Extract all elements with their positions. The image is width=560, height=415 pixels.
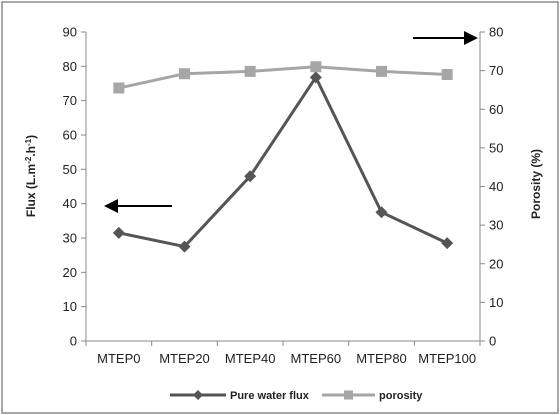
data-point-square [244,65,256,77]
y-left-tick-label: 70 [63,93,77,108]
series-line-1 [118,65,448,90]
y-right-axis-title: Porosity (%) [529,149,543,219]
y-left-title-part-5: ) [24,135,38,139]
y-left-tick-label: 30 [63,231,77,246]
y-left-tick-label: 40 [63,196,77,211]
data-point-square [310,61,322,73]
y-left-tick-label: 80 [63,59,77,74]
legend: Pure water flux porosity [170,390,423,402]
x-tick-label: MTEP100 [418,351,476,366]
y-left-tick-label: 0 [70,334,77,349]
data-point-diamond [244,170,257,183]
left-axis-arrow [104,199,172,213]
y-left-tick-label: 90 [63,25,77,40]
y-left-tick-label: 60 [63,128,77,143]
data-point-diamond [112,226,125,239]
legend-label: Pure water flux [230,390,310,402]
x-tick-label: MTEP0 [97,351,140,366]
axes-layer: 0 10 20 30 40 50 60 70 80 90 0 10 20 30 40 50 60 70 80 MTEP… [63,25,504,367]
data-point-diamond [441,237,454,250]
y-left-title-part-1: Flux (L.m [24,164,38,217]
y-left-title-part-4: -1 [24,138,33,146]
y-left-tick-label: 10 [63,299,77,314]
y-right-tick-label: 70 [489,63,503,78]
y-right-tick-label: 30 [489,218,503,233]
data-point-square [179,68,190,80]
y-right-tick-label: 80 [489,25,503,40]
y-right-tick-label: 20 [489,256,503,271]
x-tick-label: MTEP20 [159,351,210,366]
legend-marker-square [344,390,353,400]
right-axis-arrow [413,31,478,45]
legend-marker-diamond [193,390,203,400]
y-right-tick-label: 10 [489,295,503,310]
y-right-tick-label: 50 [489,140,503,155]
y-left-title-part-3: .h [24,146,38,157]
data-point-square [376,65,387,77]
data-point-diamond [375,206,388,219]
x-tick-label: MTEP40 [225,351,276,366]
data-point-square [441,68,453,80]
series-layer [112,61,454,253]
y-left-title-part-2: -2 [24,156,33,164]
y-left-tick-label: 50 [63,162,77,177]
series-line-0 [118,75,448,249]
data-point-diamond [178,240,191,253]
y-left-axis-title: Flux (L.m-2.h-1) [24,135,39,217]
y-right-tick-label: 40 [489,179,503,194]
legend-label: porosity [379,390,423,402]
y-left-tick-label: 20 [63,265,77,280]
data-point-diamond [309,71,322,84]
y-right-tick-label: 60 [489,102,503,117]
x-tick-label: MTEP60 [291,351,342,366]
x-tick-label: MTEP80 [356,351,407,366]
data-point-square [113,82,125,94]
y-right-tick-label: 0 [489,334,496,349]
